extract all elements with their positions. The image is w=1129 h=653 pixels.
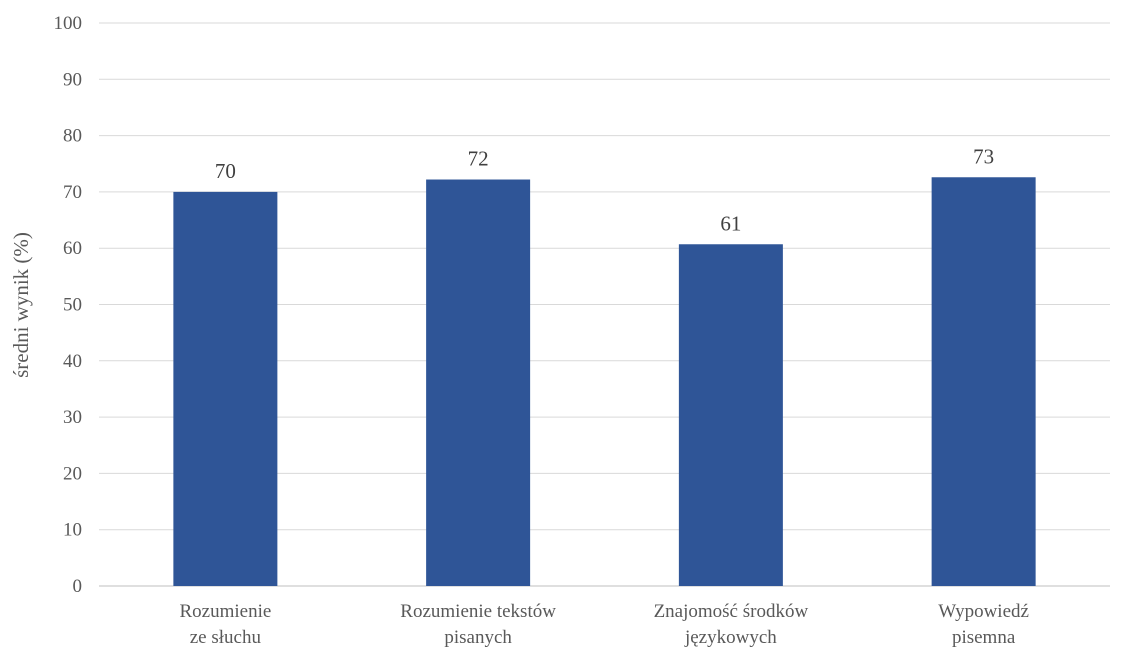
category-label: Rozumienie tekstów: [400, 601, 556, 622]
bar: [426, 179, 531, 586]
y-tick-label: 90: [63, 69, 82, 90]
category-label: Rozumienie: [179, 601, 271, 622]
data-label: 70: [215, 159, 236, 183]
y-tick-label: 50: [63, 295, 82, 316]
category-label: Wypowiedź: [938, 601, 1029, 622]
data-labels: 70 72 61 73: [215, 144, 994, 235]
bars: [173, 177, 1036, 586]
y-tick-label: 70: [63, 182, 82, 203]
data-label: 72: [468, 147, 489, 171]
x-axis-categories: Rozumienie ze słuchu Rozumienie tekstów pis…: [179, 601, 1028, 648]
data-label: 73: [973, 144, 994, 168]
bar: [931, 177, 1036, 586]
data-label: 61: [720, 211, 741, 235]
category-label: pisanych: [444, 627, 512, 648]
category-label: pisemna: [952, 627, 1016, 648]
bar: [678, 244, 783, 586]
y-tick-label: 60: [63, 238, 82, 259]
y-tick-label: 10: [63, 520, 82, 541]
y-tick-label: 0: [73, 576, 83, 597]
category-label: ze słuchu: [190, 627, 262, 648]
y-tick-label: 30: [63, 407, 82, 428]
category-label: językowych: [684, 627, 777, 648]
y-tick-label: 80: [63, 126, 82, 147]
y-axis-title: średni wynik (%): [9, 232, 33, 378]
y-tick-label: 20: [63, 463, 82, 484]
y-tick-label: 40: [63, 351, 82, 372]
y-tick-label: 100: [54, 13, 83, 34]
y-axis-ticks: 0 10 20 30 40 50 60 70 80 90 100: [54, 13, 83, 597]
bar: [173, 191, 278, 586]
category-label: Znajomość środków: [654, 601, 809, 622]
